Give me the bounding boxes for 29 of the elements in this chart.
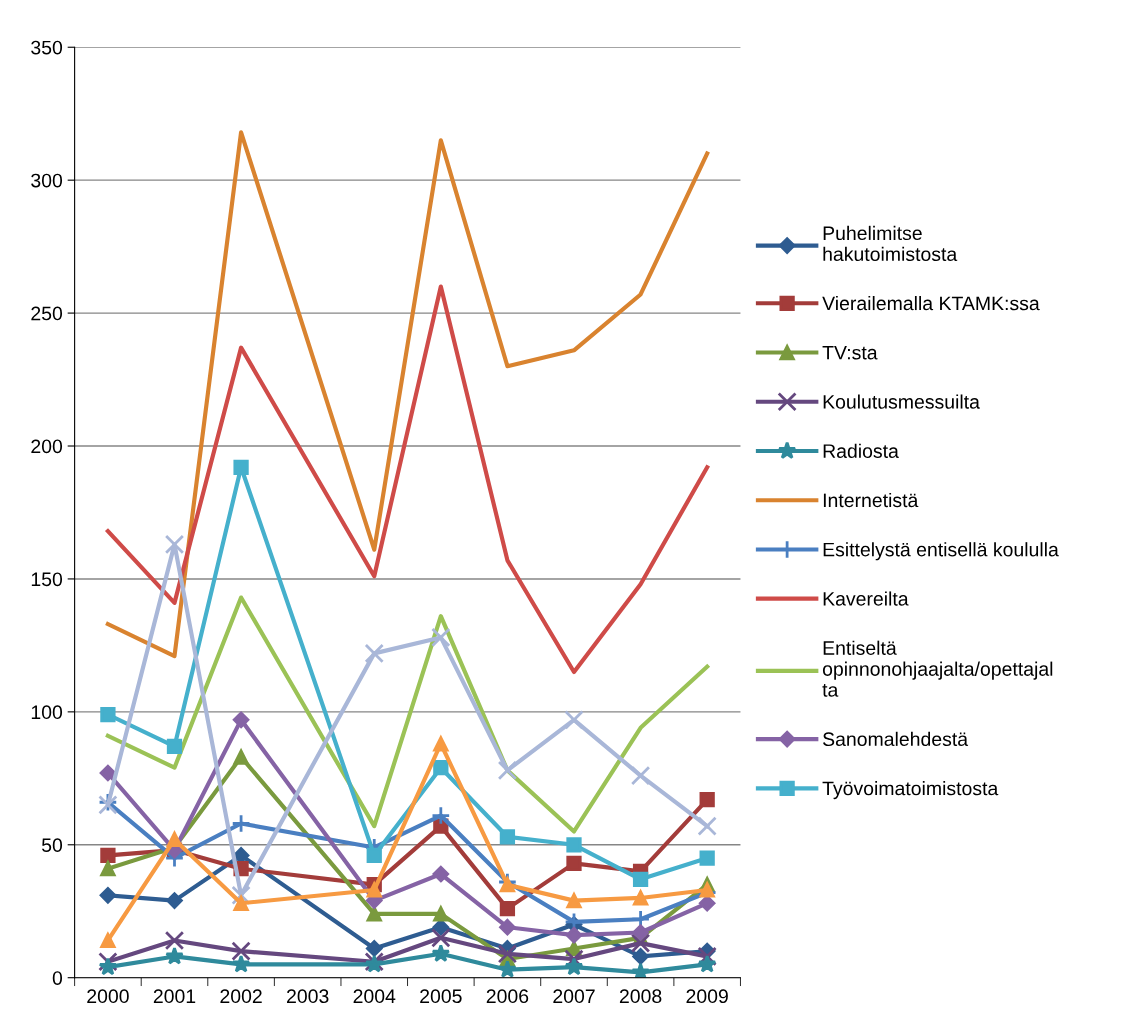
x-tick-label: 2008 [619, 989, 662, 1004]
x-tick-label: 2002 [220, 989, 262, 1004]
legend-label: Sanomalehdestä [823, 731, 969, 747]
x-tick-label: 2001 [153, 989, 196, 1004]
legend-label: Vierailemalla KTAMK:ssa [822, 295, 1040, 311]
x-tick-label: 2003 [287, 989, 329, 1004]
y-tick-label: 300 [31, 173, 63, 188]
x-tick-label: 2007 [553, 989, 595, 1004]
y-tick-label: 150 [31, 572, 63, 587]
legend-label: Entiseltä opinnonohjaajalta/opettajal ta [822, 640, 1053, 697]
x-tick-label: 2004 [353, 989, 396, 1004]
legend-label: Internetistä [823, 492, 919, 508]
legend-label: Kavereilta [823, 591, 909, 606]
y-tick-label: 350 [31, 40, 63, 55]
y-tick-label: 0 [52, 971, 63, 985]
y-tick-label: 50 [41, 838, 63, 853]
y-tick-label: 200 [31, 439, 63, 454]
legend-label: TV:sta [822, 345, 878, 360]
y-tick-label: 100 [31, 705, 63, 720]
legend-label: Koulutusmessuilta [823, 394, 980, 409]
x-tick-label: 2009 [686, 989, 728, 1004]
x-tick-label: 2006 [486, 989, 529, 1004]
legend-label: Radiosta [823, 443, 899, 458]
legend-label: Puhelimitse hakutoimistosta [823, 225, 958, 262]
legend-label: Esittelystä entisellä koululla [823, 542, 1059, 561]
x-tick-label: 2005 [420, 989, 462, 1004]
y-tick-label: 250 [31, 306, 63, 321]
legend-label: Työvoimatoimistosta [822, 781, 999, 800]
x-tick-label: 2000 [87, 989, 129, 1004]
